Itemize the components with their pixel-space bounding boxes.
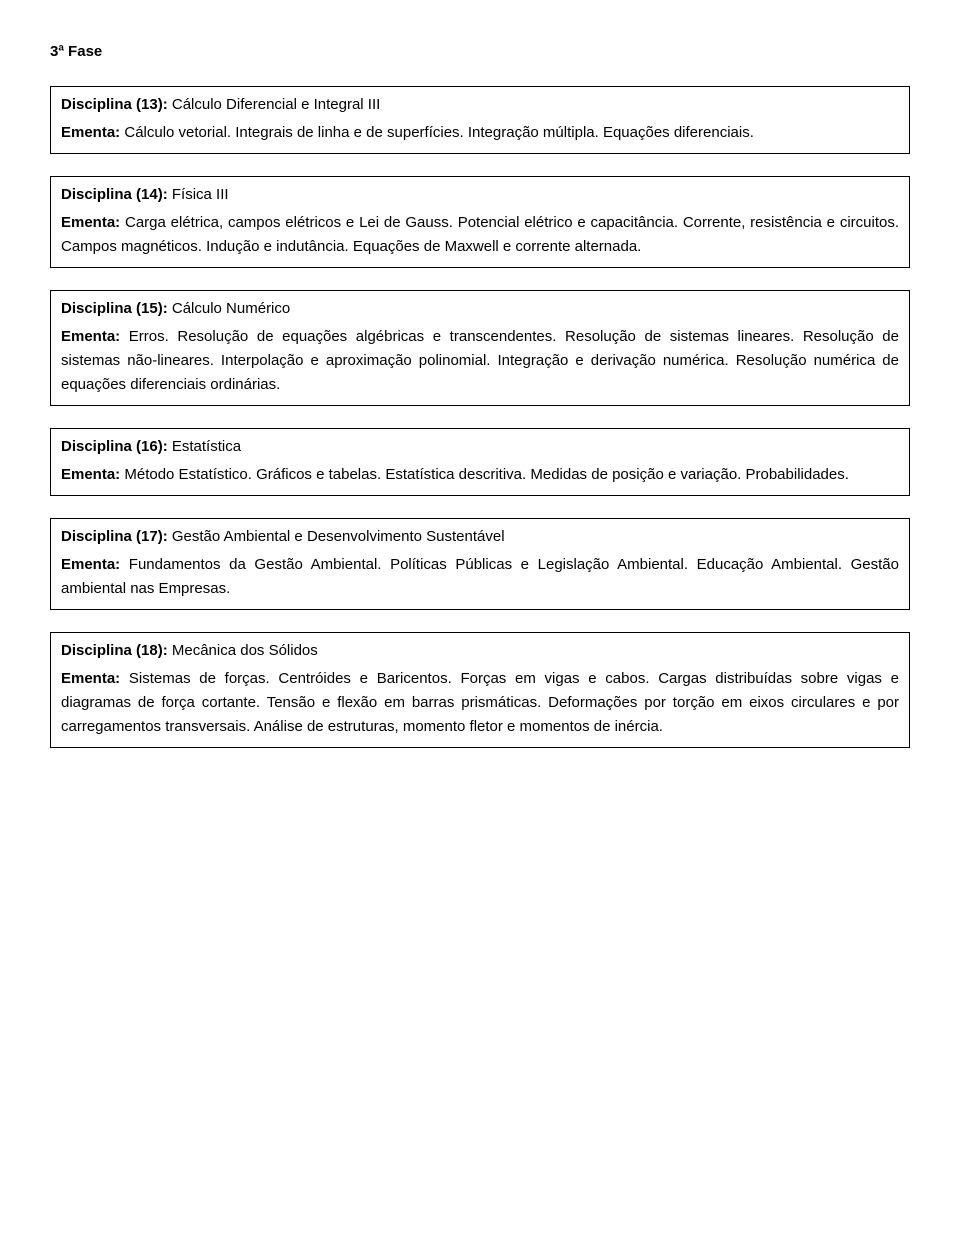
page-heading: 3ª Fase — [50, 40, 910, 64]
ementa-prefix: Ementa: — [61, 124, 124, 141]
discipline-title-line: Disciplina (13): Cálculo Diferencial e I… — [61, 93, 899, 117]
discipline-title: Mecânica dos Sólidos — [172, 642, 318, 659]
ementa-line: Ementa: Erros. Resolução de equações alg… — [61, 325, 899, 397]
ementa-prefix: Ementa: — [61, 466, 124, 483]
discipline-title: Cálculo Diferencial e Integral III — [172, 96, 380, 113]
ementa-line: Ementa: Fundamentos da Gestão Ambiental.… — [61, 553, 899, 601]
discipline-box: Disciplina (13): Cálculo Diferencial e I… — [50, 86, 910, 154]
discipline-box: Disciplina (17): Gestão Ambiental e Dese… — [50, 518, 910, 610]
discipline-title: Física III — [172, 186, 229, 203]
discipline-box: Disciplina (16): Estatística Ementa: Mét… — [50, 428, 910, 496]
discipline-prefix: Disciplina (13): — [61, 96, 172, 113]
ementa-line: Ementa: Sistemas de forças. Centróides e… — [61, 667, 899, 739]
ementa-text: Carga elétrica, campos elétricos e Lei d… — [61, 214, 899, 255]
discipline-prefix: Disciplina (15): — [61, 300, 172, 317]
ementa-prefix: Ementa: — [61, 328, 129, 345]
ementa-line: Ementa: Cálculo vetorial. Integrais de l… — [61, 121, 899, 145]
discipline-title: Gestão Ambiental e Desenvolvimento Suste… — [172, 528, 505, 545]
discipline-prefix: Disciplina (16): — [61, 438, 172, 455]
ementa-prefix: Ementa: — [61, 214, 125, 231]
ementa-text: Método Estatístico. Gráficos e tabelas. … — [124, 466, 849, 483]
discipline-box: Disciplina (18): Mecânica dos Sólidos Em… — [50, 632, 910, 748]
discipline-title-line: Disciplina (18): Mecânica dos Sólidos — [61, 639, 899, 663]
ementa-text: Erros. Resolução de equações algébricas … — [61, 328, 899, 393]
discipline-title-line: Disciplina (14): Física III — [61, 183, 899, 207]
ementa-prefix: Ementa: — [61, 556, 129, 573]
discipline-prefix: Disciplina (14): — [61, 186, 172, 203]
ementa-line: Ementa: Carga elétrica, campos elétricos… — [61, 211, 899, 259]
discipline-title: Cálculo Numérico — [172, 300, 290, 317]
discipline-box: Disciplina (15): Cálculo Numérico Ementa… — [50, 290, 910, 406]
discipline-prefix: Disciplina (17): — [61, 528, 172, 545]
discipline-title: Estatística — [172, 438, 241, 455]
ementa-prefix: Ementa: — [61, 670, 129, 687]
ementa-text: Cálculo vetorial. Integrais de linha e d… — [124, 124, 754, 141]
discipline-title-line: Disciplina (17): Gestão Ambiental e Dese… — [61, 525, 899, 549]
ementa-text: Sistemas de forças. Centróides e Baricen… — [61, 670, 899, 735]
discipline-title-line: Disciplina (15): Cálculo Numérico — [61, 297, 899, 321]
discipline-box: Disciplina (14): Física III Ementa: Carg… — [50, 176, 910, 268]
ementa-text: Fundamentos da Gestão Ambiental. Polític… — [61, 556, 899, 597]
discipline-title-line: Disciplina (16): Estatística — [61, 435, 899, 459]
discipline-prefix: Disciplina (18): — [61, 642, 172, 659]
ementa-line: Ementa: Método Estatístico. Gráficos e t… — [61, 463, 899, 487]
